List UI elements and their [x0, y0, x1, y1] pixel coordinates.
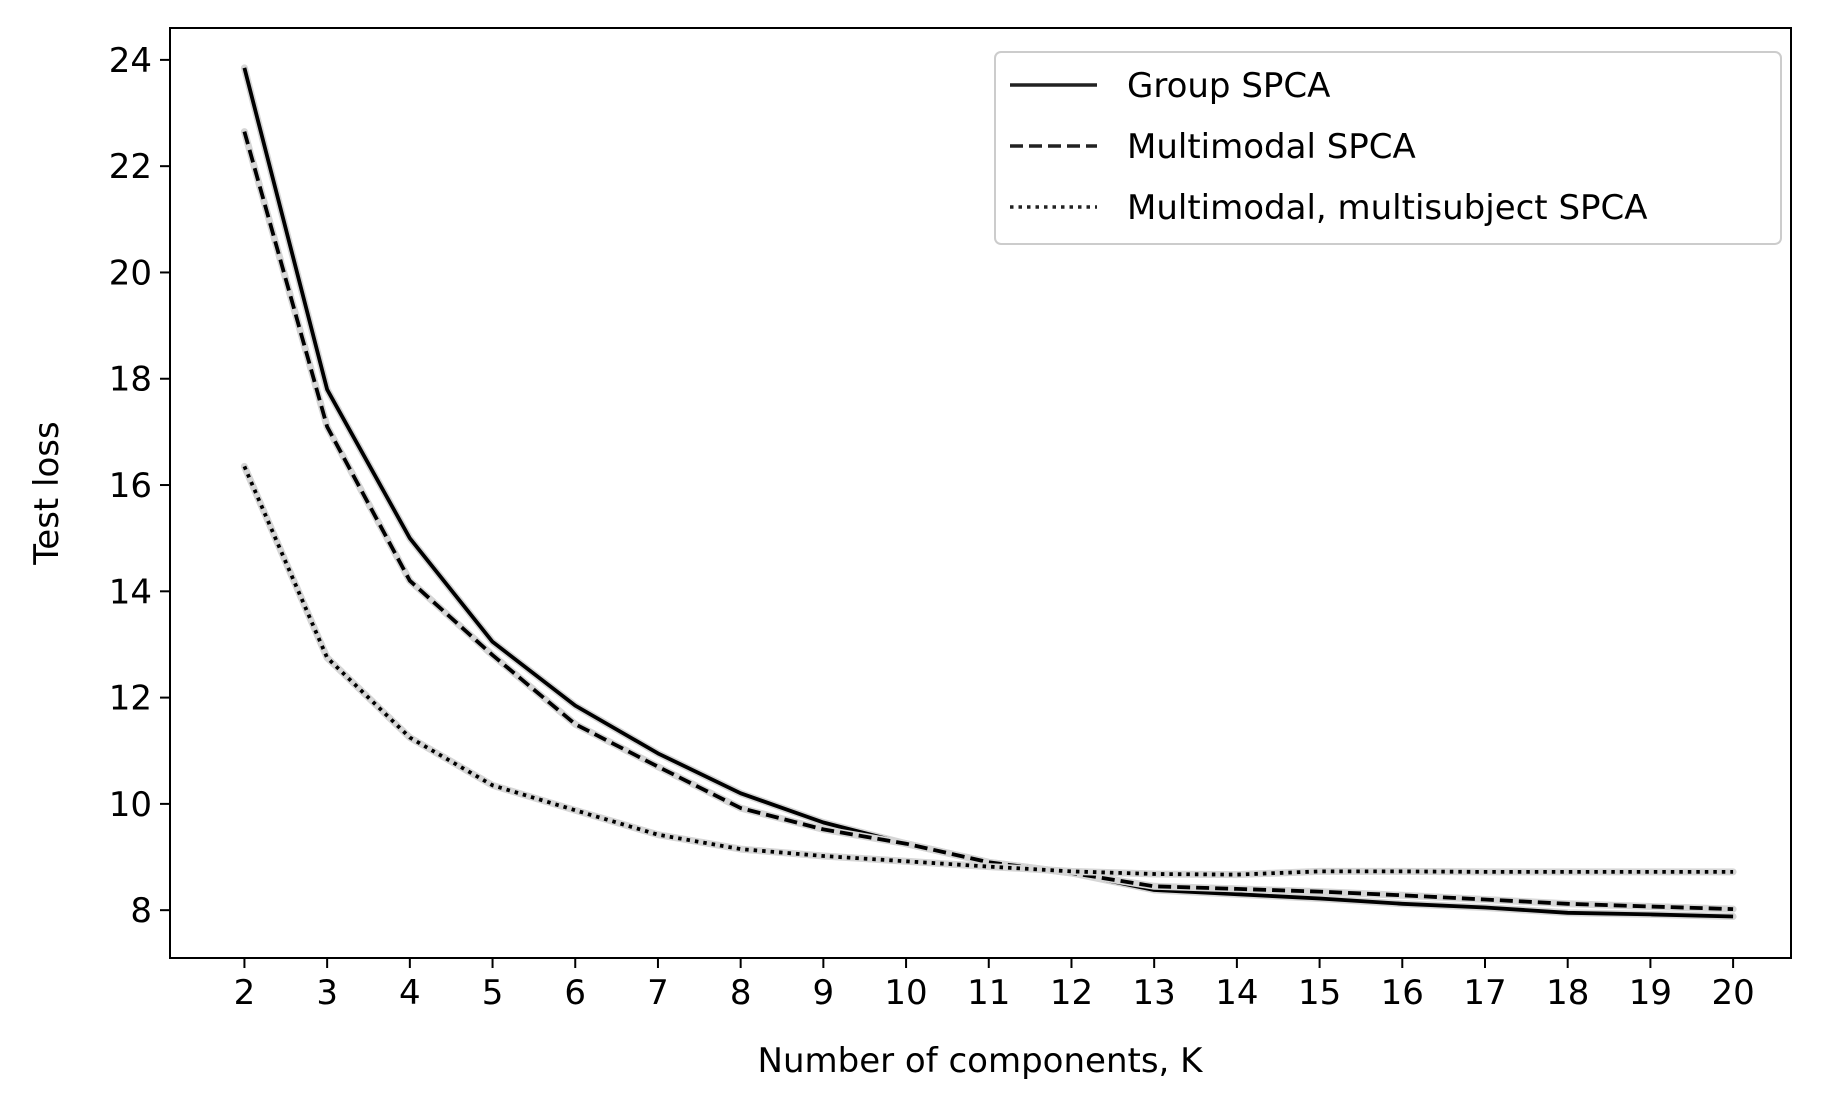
- x-tick-label: 6: [564, 973, 586, 1013]
- y-tick-label: 12: [109, 679, 152, 719]
- ticks-layer: 2 3 4 5 6 7 8 9 10 11 12 13 14 15 16 17 18 19 20 8 10 12 14 16 1…: [109, 41, 1755, 1013]
- y-axis-label: Test loss: [27, 421, 67, 565]
- y-tick-label: 10: [109, 785, 152, 825]
- x-tick-label: 3: [316, 973, 338, 1013]
- legend-box: [994, 51, 1782, 245]
- legend: Group SPCA Multimodal SPCA Multimodal, m…: [994, 51, 1782, 245]
- x-tick-label: 12: [1050, 973, 1093, 1013]
- x-tick-label: 19: [1629, 973, 1672, 1013]
- x-tick-label: 9: [813, 973, 835, 1013]
- legend-label-multimodal-spca: Multimodal SPCA: [1127, 127, 1416, 167]
- x-tick-label: 10: [884, 973, 927, 1013]
- series-line-multimodal-multisubject-spca: [242, 465, 1734, 877]
- plot-frame: [169, 27, 1792, 959]
- y-tick-label: 16: [109, 466, 152, 506]
- x-tick-label: 7: [647, 973, 669, 1013]
- y-tick-label: 24: [109, 41, 152, 81]
- x-tick-label: 16: [1381, 973, 1424, 1013]
- x-tick-label: 13: [1133, 973, 1176, 1013]
- series-layer: [240, 64, 1737, 920]
- x-tick-label: 4: [399, 973, 421, 1013]
- x-tick-label: 5: [482, 973, 504, 1013]
- y-tick-label: 18: [109, 360, 152, 400]
- y-tick-label: 8: [130, 891, 152, 931]
- y-tick-label: 20: [109, 253, 152, 293]
- legend-label-group-spca: Group SPCA: [1127, 66, 1330, 106]
- series-line-multimodal-spca: [242, 131, 1734, 911]
- y-tick-label: 22: [109, 147, 152, 187]
- x-axis-label: Number of components, K: [758, 1041, 1205, 1081]
- x-tick-label: 14: [1215, 973, 1258, 1013]
- x-tick-label: 8: [730, 973, 752, 1013]
- x-tick-label: 18: [1546, 973, 1589, 1013]
- x-tick-label: 15: [1298, 973, 1341, 1013]
- x-tick-label: 2: [234, 973, 256, 1013]
- x-tick-label: 11: [967, 973, 1010, 1013]
- x-tick-label: 20: [1711, 973, 1754, 1013]
- x-tick-label: 17: [1463, 973, 1506, 1013]
- legend-label-multimodal-multisubject-spca: Multimodal, multisubject SPCA: [1127, 188, 1648, 228]
- y-tick-label: 14: [109, 572, 152, 612]
